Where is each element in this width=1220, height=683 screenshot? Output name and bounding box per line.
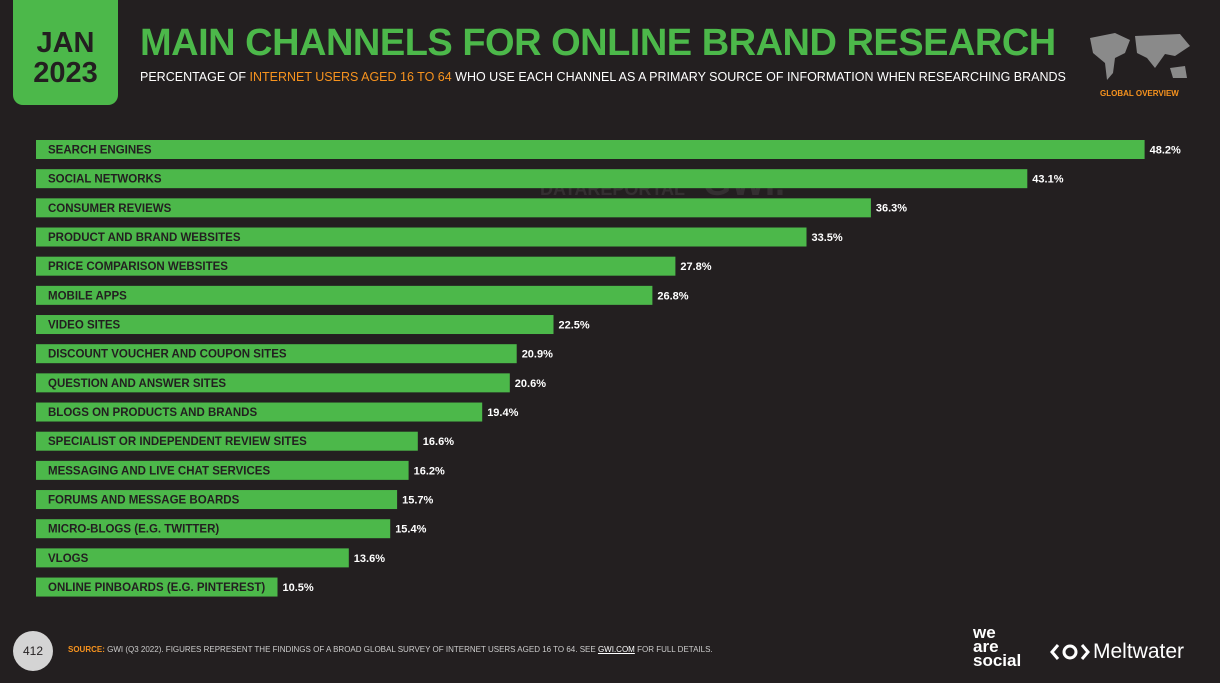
- category-label: CONSUMER REVIEWS: [48, 203, 172, 215]
- source: SOURCE: GWI (Q3 2022). FIGURES REPRESENT…: [68, 645, 713, 654]
- bar: [36, 285, 653, 305]
- category-label: SPECIALIST OR INDEPENDENT REVIEW SITES: [48, 436, 307, 448]
- category-label: MICRO-BLOGS (E.G. TWITTER): [48, 524, 219, 536]
- bar: [36, 577, 278, 597]
- category-label: PRICE COMPARISON WEBSITES: [48, 261, 228, 273]
- bar: [36, 198, 871, 218]
- category-label: SEARCH ENGINES: [48, 145, 152, 157]
- category-label: MESSAGING AND LIVE CHAT SERVICES: [48, 465, 270, 477]
- value-label: 19.4%: [487, 407, 518, 419]
- bar: [36, 256, 676, 276]
- bar: [36, 227, 807, 247]
- title: MAIN CHANNELS FOR ONLINE BRAND RESEARCH: [140, 22, 1056, 64]
- value-label: 15.4%: [395, 524, 426, 536]
- category-label: DISCOUNT VOUCHER AND COUPON SITES: [48, 349, 287, 361]
- source-text: FOR FULL DETAILS.: [637, 645, 713, 654]
- bar: [36, 169, 1028, 189]
- bar: [36, 519, 391, 539]
- value-label: 22.5%: [559, 319, 590, 331]
- chart: SEARCH ENGINES 48.2% SOCIAL NETWORKS 43.1% C…: [36, 140, 1181, 597]
- category-label: SOCIAL NETWORKS: [48, 174, 162, 186]
- world-map: [1090, 33, 1190, 80]
- category-label: VIDEO SITES: [48, 320, 121, 332]
- category-label: PRODUCT AND BRAND WEBSITES: [48, 232, 241, 244]
- bar: [36, 490, 398, 510]
- meltwater-icon: [1050, 644, 1090, 660]
- subtitle: PERCENTAGE OF INTERNET USERS AGED 16 TO …: [140, 70, 1066, 84]
- value-label: 48.2%: [1150, 144, 1181, 156]
- subtitle-text: WHO USE EACH CHANNEL AS A PRIMARY SOURCE…: [455, 70, 1066, 84]
- logo-text: we: [973, 623, 996, 642]
- value-label: 13.6%: [354, 553, 385, 565]
- logo-meltwater: Meltwater: [1093, 640, 1185, 663]
- source-text: GWI (Q3 2022). FIGURES REPRESENT THE FIN…: [107, 645, 596, 654]
- subtitle-highlight: INTERNET USERS AGED 16 TO 64: [249, 70, 452, 84]
- logo-text: social: [973, 651, 1022, 670]
- category-label: MOBILE APPS: [48, 290, 127, 302]
- year: 2023: [33, 57, 98, 89]
- value-label: 10.5%: [283, 582, 314, 594]
- date-box: JAN 2023: [13, 0, 118, 105]
- value-label: 20.6%: [515, 378, 546, 390]
- value-label: 16.2%: [414, 465, 445, 477]
- value-label: 33.5%: [812, 232, 843, 244]
- page-number: 412: [13, 631, 53, 671]
- bar: [36, 431, 418, 451]
- source-link[interactable]: GWI.COM: [597, 645, 635, 654]
- value-label: 20.9%: [522, 349, 553, 361]
- value-label: 16.6%: [423, 436, 454, 448]
- category-label: FORUMS AND MESSAGE BOARDS: [48, 495, 240, 507]
- value-label: 43.1%: [1032, 174, 1063, 186]
- subtitle-text: PERCENTAGE OF: [140, 70, 247, 84]
- category-label: BLOGS ON PRODUCTS AND BRANDS: [48, 407, 257, 419]
- bar: [36, 140, 1145, 159]
- category-label: ONLINE PINBOARDS (E.G. PINTEREST): [48, 582, 265, 594]
- logo-text: are: [973, 637, 999, 656]
- badge: GLOBAL OVERVIEW: [1100, 89, 1179, 98]
- value-label: 36.3%: [876, 203, 907, 215]
- value-label: 15.7%: [402, 494, 433, 506]
- value-label: 27.8%: [680, 261, 711, 273]
- source-label: SOURCE:: [68, 645, 105, 654]
- category-label: QUESTION AND ANSWER SITES: [48, 378, 226, 390]
- bar: [36, 548, 349, 568]
- bar: [36, 344, 517, 364]
- bar: [36, 373, 510, 393]
- bar: [36, 402, 483, 422]
- bar: [36, 460, 409, 480]
- category-label: VLOGS: [48, 553, 89, 565]
- logo-we-are-social: we are social: [973, 623, 1022, 670]
- bar: [36, 315, 554, 335]
- value-label: 26.8%: [657, 290, 688, 302]
- month: JAN: [36, 27, 95, 59]
